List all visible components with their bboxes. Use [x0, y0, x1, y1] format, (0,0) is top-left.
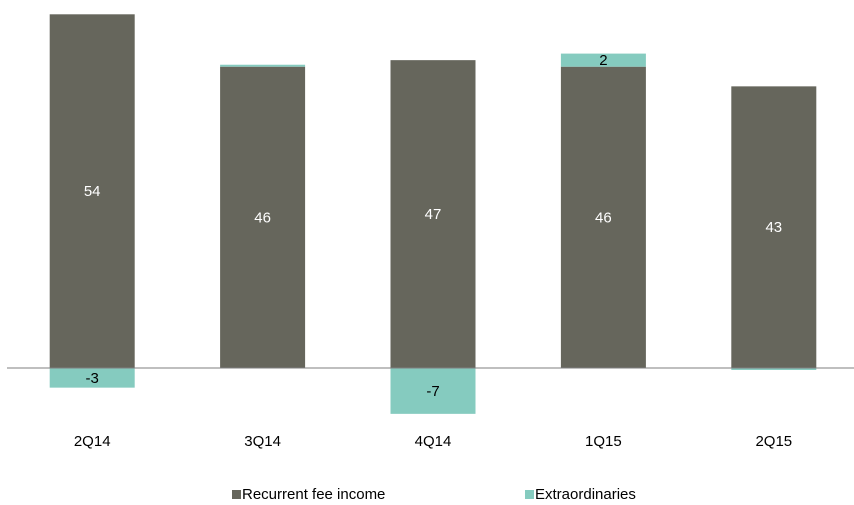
data-label-extraordinary-1Q15: 2 [599, 52, 607, 69]
data-label-recurrent-3Q14: 46 [254, 209, 271, 226]
legend-swatch-recurrent [232, 490, 241, 499]
data-label-recurrent-1Q15: 46 [595, 209, 612, 226]
legend-label-recurrent: Recurrent fee income [242, 486, 385, 503]
data-label-extraordinary-4Q14: -7 [426, 383, 439, 400]
legend-label-extraordinary: Extraordinaries [535, 486, 636, 503]
tick-label-1Q15: 1Q15 [585, 433, 622, 450]
bar-extraordinary-3Q14 [220, 65, 305, 67]
legend-swatch-extraordinary [525, 490, 534, 499]
tick-label-2Q14: 2Q14 [74, 433, 111, 450]
tick-label-4Q14: 4Q14 [415, 433, 452, 450]
data-label-recurrent-4Q14: 47 [425, 206, 442, 223]
tick-label-3Q14: 3Q14 [244, 433, 281, 450]
legend: Recurrent fee income Extraordinaries [232, 486, 636, 503]
data-label-recurrent-2Q15: 43 [765, 219, 782, 236]
category-ticks-layer: 2Q14 3Q14 4Q14 1Q15 2Q15 [74, 433, 792, 450]
data-label-recurrent-2Q14: 54 [84, 183, 101, 200]
data-label-extraordinary-2Q14: -3 [86, 370, 99, 387]
tick-label-2Q15: 2Q15 [755, 433, 792, 450]
